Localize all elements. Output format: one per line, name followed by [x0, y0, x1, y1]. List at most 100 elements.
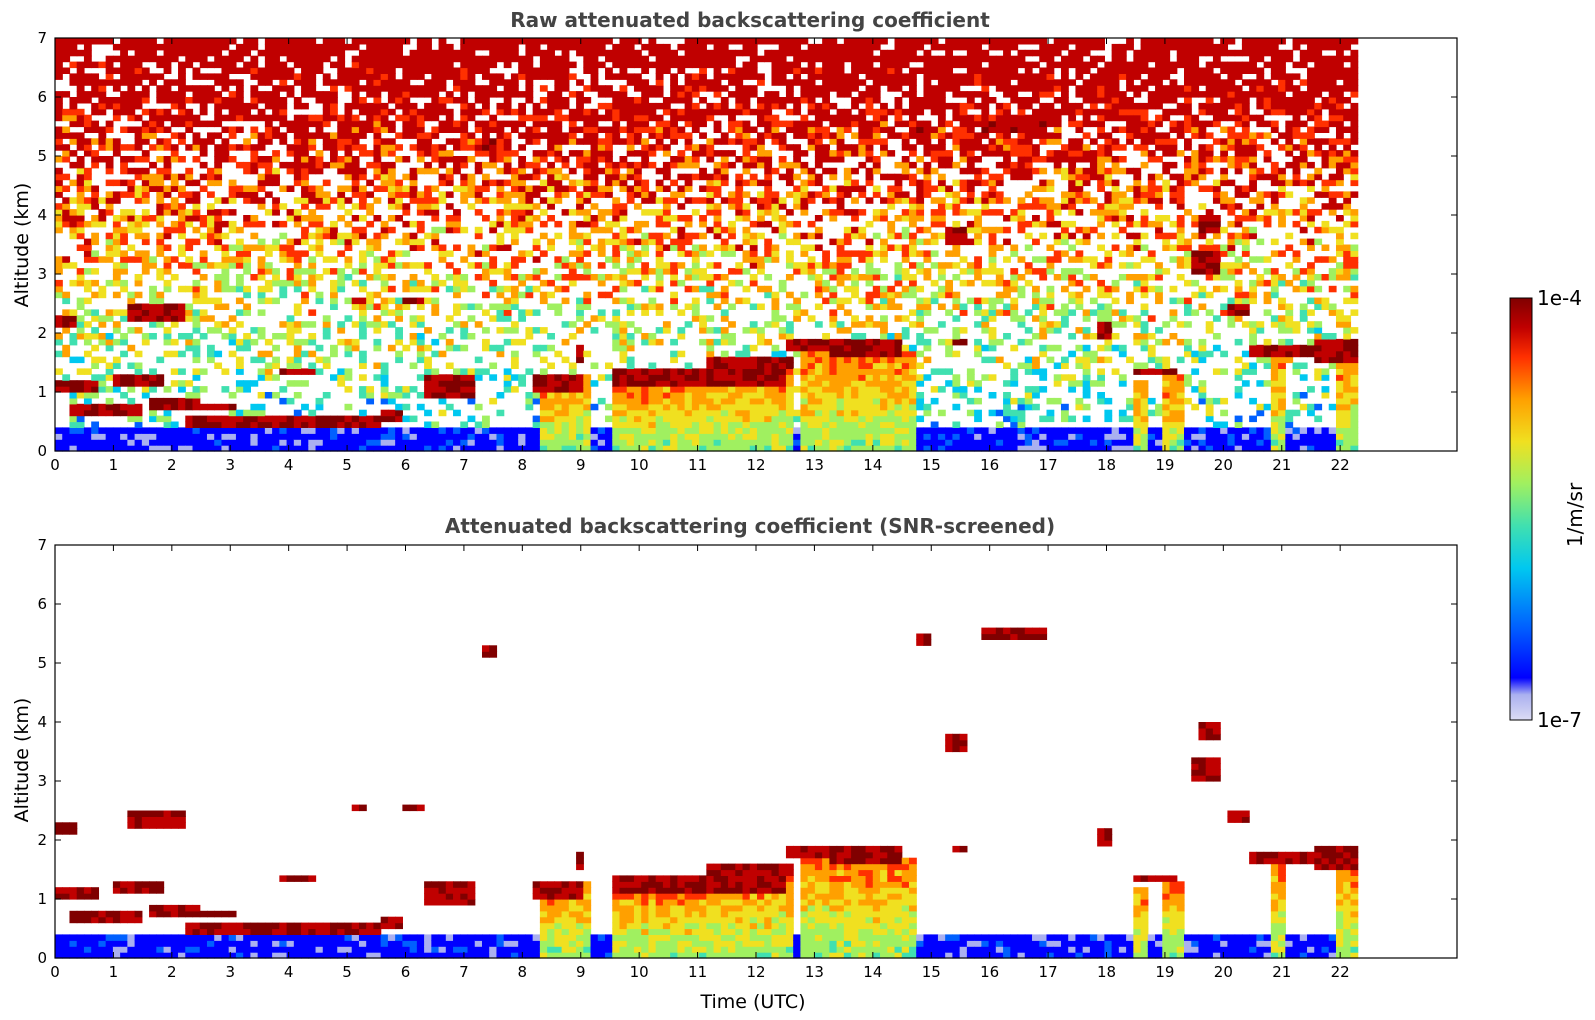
heatmap-cell: [525, 126, 534, 133]
heatmap-cell: [228, 285, 237, 293]
heatmap-cell: [424, 445, 432, 452]
heatmap-cell: [684, 185, 693, 192]
heatmap-cell: [69, 433, 78, 440]
heatmap-cell: [199, 256, 208, 263]
heatmap-cell: [358, 55, 367, 63]
heatmap-cell: [836, 138, 845, 145]
heatmap-cell: [416, 285, 425, 293]
heatmap-cell: [735, 120, 744, 128]
heatmap-cell: [822, 150, 830, 157]
heatmap-cell: [742, 191, 751, 198]
heatmap-cell: [518, 102, 527, 110]
heatmap-cell: [409, 220, 418, 228]
heatmap-cell: [272, 445, 280, 452]
heatmap-cell: [720, 421, 729, 428]
heatmap-cell: [98, 209, 107, 216]
heatmap-cell: [807, 439, 816, 446]
heatmap-cell: [757, 102, 765, 110]
heatmap-cell: [199, 232, 208, 240]
heatmap-cell: [518, 427, 527, 434]
heatmap-cell: [612, 297, 621, 305]
heatmap-cell: [308, 114, 317, 122]
heatmap-cell: [416, 191, 425, 198]
heatmap-cell: [568, 380, 577, 387]
heatmap-cell: [460, 386, 469, 393]
heatmap-cell: [851, 380, 859, 387]
heatmap-cell: [467, 173, 476, 181]
heatmap-cell: [199, 38, 208, 45]
heatmap-cell: [822, 126, 830, 133]
heatmap-cell: [76, 132, 85, 139]
heatmap-cell: [264, 244, 273, 251]
heatmap-cell: [728, 392, 736, 399]
heatmap-cell: [330, 445, 338, 452]
heatmap-cell: [301, 138, 309, 145]
heatmap-cell: [706, 415, 715, 423]
heatmap-cell: [510, 55, 519, 63]
heatmap-cell: [395, 327, 403, 334]
heatmap-cell: [778, 427, 787, 434]
heatmap-cell: [851, 397, 859, 405]
heatmap-cell: [764, 368, 773, 375]
heatmap-cell: [373, 49, 382, 57]
heatmap-cell: [648, 150, 657, 157]
heatmap-cell: [308, 132, 317, 139]
heatmap-cell: [286, 268, 295, 275]
heatmap-cell: [178, 285, 186, 293]
heatmap-cell: [337, 120, 346, 128]
heatmap-cell: [691, 91, 700, 98]
heatmap-cell: [395, 132, 403, 139]
heatmap-cell: [76, 215, 85, 222]
heatmap-cell: [134, 409, 143, 417]
heatmap-cell: [337, 268, 346, 275]
heatmap-cell: [525, 161, 534, 169]
heatmap-cell: [380, 285, 389, 293]
heatmap-cell: [503, 220, 512, 228]
heatmap-cell: [793, 268, 802, 275]
heatmap-cell: [539, 167, 548, 175]
heatmap-cell: [83, 203, 92, 210]
heatmap-cell: [626, 55, 635, 63]
heatmap-cell: [279, 38, 288, 45]
heatmap-cell: [648, 209, 657, 216]
heatmap-cell: [62, 126, 71, 133]
heatmap-cell: [749, 67, 758, 74]
heatmap-cell: [547, 380, 555, 387]
heatmap-cell: [351, 144, 360, 151]
heatmap-cell: [605, 102, 613, 110]
heatmap-cell: [163, 43, 172, 51]
heatmap-cell: [264, 415, 273, 423]
heatmap-cell: [641, 138, 650, 145]
heatmap-cell: [568, 403, 577, 411]
heatmap-cell: [105, 238, 114, 246]
heatmap-cell: [301, 173, 309, 181]
heatmap-cell: [293, 445, 302, 452]
heatmap-cell: [467, 38, 476, 45]
heatmap-cell: [699, 215, 707, 222]
heatmap-cell: [105, 167, 114, 175]
heatmap-cell: [554, 102, 563, 110]
heatmap-cell: [387, 427, 396, 434]
heatmap-cell: [865, 403, 874, 411]
heatmap-cell: [55, 386, 63, 393]
heatmap-cell: [706, 144, 715, 151]
heatmap-cell: [699, 403, 707, 411]
heatmap-cell: [178, 244, 186, 251]
heatmap-cell: [330, 49, 338, 57]
heatmap-cell: [778, 226, 787, 234]
heatmap-cell: [192, 179, 201, 187]
heatmap-cell: [677, 97, 686, 104]
heatmap-cell: [503, 338, 512, 346]
heatmap-cell: [518, 173, 527, 181]
heatmap-cell: [561, 55, 570, 63]
heatmap-cell: [510, 297, 519, 305]
heatmap-cell: [793, 427, 802, 434]
heatmap-cell: [358, 386, 367, 393]
heatmap-cell: [547, 215, 555, 222]
heatmap-cell: [691, 303, 700, 310]
heatmap-cell: [793, 439, 802, 446]
heatmap-cell: [822, 185, 830, 192]
heatmap-cell: [76, 173, 85, 181]
heatmap-cell: [337, 439, 346, 446]
heatmap-cell: [778, 102, 787, 110]
